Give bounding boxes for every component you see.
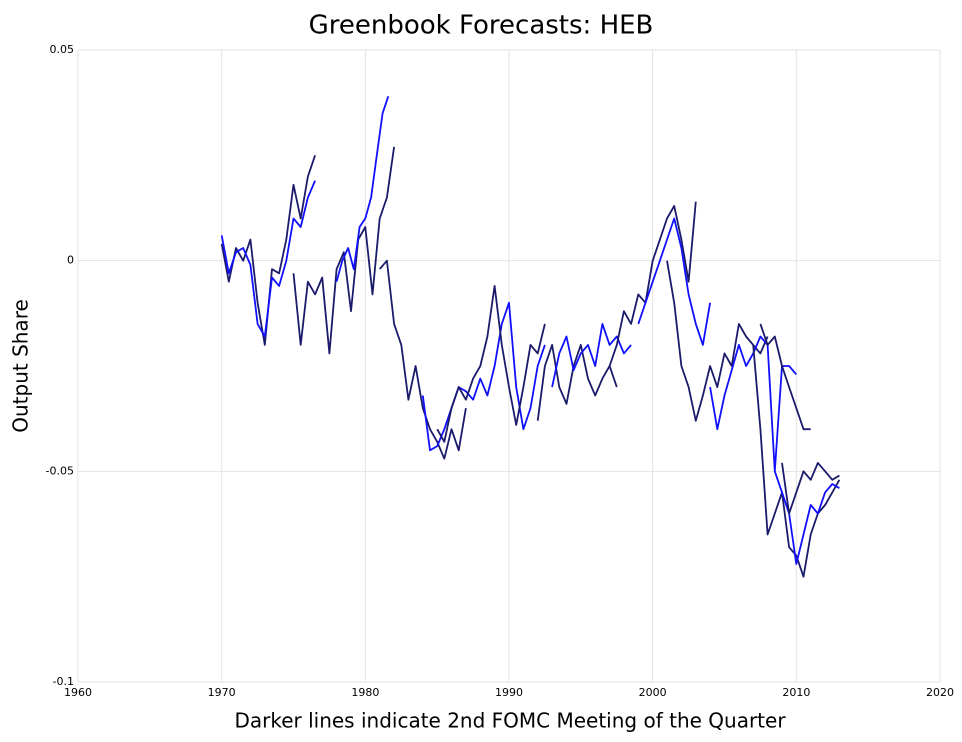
x-tick-label: 1980 xyxy=(351,686,379,699)
x-tick-label: 2020 xyxy=(926,686,954,699)
forecast-line xyxy=(666,260,769,422)
forecast-line xyxy=(421,301,546,452)
forecast-line xyxy=(752,344,841,578)
grid xyxy=(77,49,941,683)
forecast-line xyxy=(781,462,840,515)
chart-title: Greenbook Forecasts: HEB xyxy=(309,11,654,41)
y-tick-label: 0.05 xyxy=(50,43,75,56)
forecast-line xyxy=(379,259,467,460)
forecast-line xyxy=(335,96,390,282)
x-tick-label: 1960 xyxy=(64,686,92,699)
forecast-line xyxy=(220,155,316,346)
y-tick-label: 0 xyxy=(67,254,74,267)
y-axis-label: Output Share xyxy=(9,299,33,433)
y-tick-label: -0.05 xyxy=(46,464,74,477)
x-tick-label: 2010 xyxy=(782,686,810,699)
forecast-line xyxy=(608,201,697,367)
forecast-line xyxy=(220,180,316,338)
forecast-line xyxy=(436,285,546,443)
y-tick-label: -0.1 xyxy=(53,675,74,688)
forecast-line xyxy=(637,217,711,346)
x-tick-label: 1990 xyxy=(495,686,523,699)
x-tick-label: 2000 xyxy=(639,686,667,699)
forecast-line xyxy=(292,146,395,355)
plot-lines xyxy=(220,96,841,578)
forecast-line xyxy=(759,323,811,431)
x-axis-label: Darker lines indicate 2nd FOMC Meeting o… xyxy=(234,709,786,733)
forecast-line xyxy=(773,471,840,565)
forecast-line xyxy=(536,344,618,421)
x-tick-label: 1970 xyxy=(208,686,236,699)
